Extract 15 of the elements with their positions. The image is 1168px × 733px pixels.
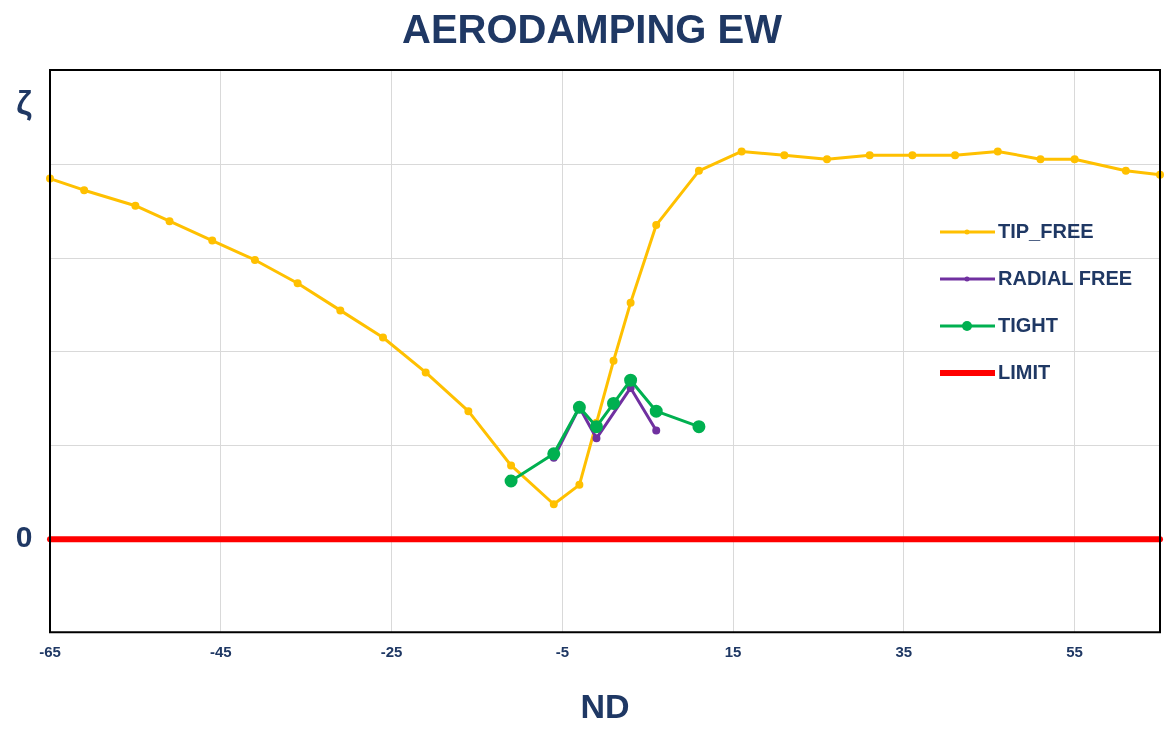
chart-title: AERODAMPING EW: [402, 7, 783, 52]
x-tick-label: 35: [895, 643, 913, 661]
x-tick-label: 55: [1066, 643, 1083, 661]
legend-label: TIP_FREE: [998, 219, 1094, 242]
text: 0: [15, 520, 33, 554]
x-tick-label: -65: [39, 643, 61, 661]
x-tick-label: 15: [724, 643, 742, 661]
legend-label: LIMIT: [998, 360, 1051, 383]
legend-label: RADIAL FREE: [998, 266, 1133, 289]
x-tick-label: -45: [209, 643, 232, 661]
y-axis-title: ζ: [16, 83, 33, 122]
x-axis-title: ND: [580, 686, 630, 725]
x-tick-label: -25: [380, 643, 403, 661]
legend-label: TIGHT: [998, 313, 1058, 336]
x-tick-label: -5: [555, 643, 569, 661]
